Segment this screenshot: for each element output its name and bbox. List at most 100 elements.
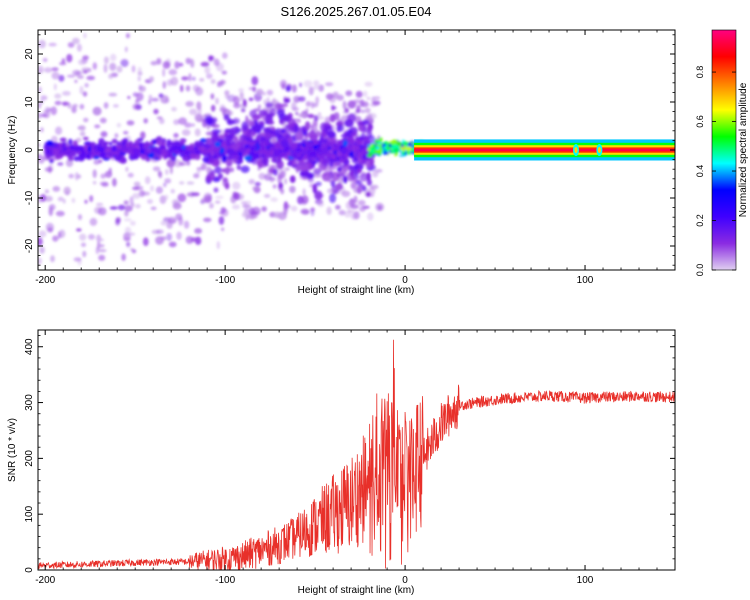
heatmap-cell — [72, 140, 78, 146]
heatmap-cell — [317, 202, 325, 208]
heatmap-cell — [137, 137, 144, 142]
heatmap-cell — [322, 157, 330, 167]
x-tick-label: -200 — [35, 575, 55, 586]
heatmap-cell — [95, 246, 100, 255]
heatmap-cell — [355, 145, 361, 151]
heatmap-cell — [123, 237, 131, 242]
heatmap-cell — [190, 237, 198, 242]
snr-x-ticks: -200 -100 0 100 — [35, 330, 676, 586]
heatmap-cell — [108, 73, 114, 79]
heatmap-cell — [150, 61, 158, 66]
heatmap-cell — [281, 142, 289, 148]
heatmap-cell — [50, 255, 55, 263]
heatmap-cell — [111, 138, 118, 144]
heatmap-cell — [238, 142, 245, 146]
heatmap-cell — [273, 141, 280, 148]
heatmap-cell — [84, 83, 89, 88]
heatmap-cell — [316, 130, 321, 137]
heatmap-cell — [166, 79, 173, 86]
heatmap-cell — [200, 141, 205, 147]
heatmap-cell — [178, 62, 184, 67]
heatmap-cell — [38, 112, 42, 120]
heatmap-cell — [132, 147, 140, 154]
heatmap-cell — [120, 59, 129, 68]
heatmap-cell — [127, 232, 136, 236]
heatmap-cell — [49, 158, 54, 164]
heatmap-cell — [163, 182, 167, 188]
heatmap-cell — [291, 101, 297, 111]
heatmap-cell — [192, 84, 200, 92]
heatmap-cell — [291, 84, 297, 93]
heatmap-cell — [67, 42, 75, 48]
heatmap-cell — [103, 63, 108, 73]
heatmap-cell — [359, 206, 366, 212]
heatmap-cell — [116, 122, 122, 128]
heatmap-cell — [214, 166, 222, 174]
heatmap-cell — [232, 152, 239, 156]
heatmap-cell — [251, 211, 258, 215]
heatmap-cell — [233, 95, 240, 105]
heatmap-cell — [158, 171, 163, 179]
heatmap-cell — [219, 139, 223, 143]
heatmap-cell — [94, 124, 101, 129]
heatmap-cell — [182, 155, 190, 162]
heatmap-cell — [307, 113, 315, 119]
heatmap-cell — [181, 76, 189, 81]
heatmap-cell — [265, 102, 274, 108]
heatmap-cell — [76, 43, 82, 52]
heatmap-cell — [98, 138, 105, 144]
heatmap-cell — [333, 145, 341, 151]
heatmap-cell — [140, 154, 148, 161]
colorbar: 0.0 0.2 0.4 0.6 0.8 Normalized spectral ampl… — [695, 29, 749, 276]
heatmap-cell — [215, 97, 219, 105]
heatmap-cell — [289, 185, 296, 194]
heatmap-cell — [356, 186, 362, 194]
heatmap-cell — [224, 90, 230, 96]
heatmap-cell — [263, 193, 271, 198]
heatmap-cell — [52, 235, 59, 242]
heatmap-cell — [243, 139, 247, 144]
heatmap-cell — [272, 184, 277, 189]
heatmap-cell — [50, 106, 57, 116]
heatmap-cell — [249, 215, 258, 219]
heatmap-cell — [77, 59, 87, 66]
heatmap-cell — [43, 145, 51, 150]
heatmap-cell — [108, 92, 118, 97]
heatmap-cell — [214, 200, 221, 204]
heatmap-cell — [124, 205, 133, 212]
heatmap-cell — [52, 186, 61, 192]
heatmap-cell — [270, 178, 274, 183]
heatmap-cell — [347, 113, 356, 123]
heatmap-cell — [209, 145, 217, 151]
heatmap-cell — [153, 147, 158, 152]
heatmap-cell — [194, 128, 201, 137]
heatmap-cell — [232, 117, 240, 125]
heatmap-cell — [162, 81, 167, 89]
snr-series-line — [38, 339, 675, 570]
heatmap-cell — [124, 210, 129, 217]
heatmap-cell — [306, 142, 314, 149]
heatmap-cell — [329, 113, 336, 123]
heatmap-cell — [126, 148, 134, 155]
heatmap-cell — [231, 143, 240, 150]
heatmap-cell — [340, 133, 349, 138]
heatmap-cell — [127, 96, 131, 99]
heatmap-cell — [274, 102, 283, 110]
heatmap-cell — [318, 84, 325, 92]
heatmap-cell — [97, 207, 107, 216]
heatmap-cell — [218, 216, 225, 225]
heatmap-cell — [45, 222, 55, 232]
heatmap-cell — [191, 123, 195, 127]
x-tick-label: 100 — [577, 575, 594, 586]
heatmap-cell — [310, 124, 314, 130]
heatmap-cell — [186, 145, 194, 150]
heatmap-cell — [38, 230, 47, 238]
heatmap-cell — [288, 136, 293, 144]
heatmap-cell — [279, 119, 284, 125]
heatmap-cell — [340, 155, 346, 160]
heatmap-cell — [110, 53, 117, 62]
heatmap-cell — [57, 196, 64, 202]
heatmap-cell — [377, 205, 382, 211]
heatmap-cell — [77, 214, 83, 221]
heatmap-cell — [210, 151, 215, 157]
